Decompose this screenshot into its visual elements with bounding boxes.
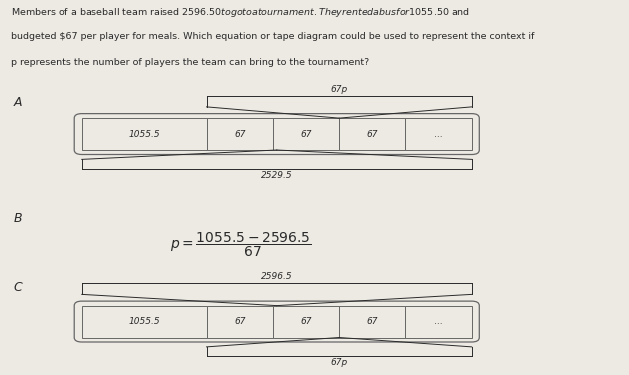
Text: 67: 67 [300,317,312,326]
Bar [206,118,273,150]
Text: 67: 67 [234,130,245,139]
Text: ...: ... [434,317,443,326]
Bar [339,118,406,150]
Text: B: B [14,212,23,225]
Text: 2596.5: 2596.5 [261,272,292,281]
Bar [406,118,472,150]
Bar [82,306,206,338]
Bar [406,306,472,338]
Bar [82,118,206,150]
Text: budgeted $67 per player for meals. Which equation or tape diagram could be used : budgeted $67 per player for meals. Which… [11,32,535,41]
Text: Members of a baseball team raised $2596.50 to go to a tournament. They rented a : Members of a baseball team raised $2596.… [11,6,470,19]
Text: ...: ... [434,130,443,139]
Text: A: A [14,96,23,109]
Text: 67: 67 [234,317,245,326]
Text: 2529.5: 2529.5 [261,171,292,180]
Text: 67p: 67p [330,358,348,367]
Bar [273,306,339,338]
Text: 67: 67 [300,130,312,139]
Bar [273,118,339,150]
Text: p represents the number of players the team can bring to the tournament?: p represents the number of players the t… [11,58,370,67]
Text: C: C [14,281,23,294]
Text: 1055.5: 1055.5 [128,130,160,139]
Text: 67: 67 [367,317,378,326]
Text: 1055.5: 1055.5 [128,317,160,326]
Text: 67: 67 [367,130,378,139]
Bar [206,306,273,338]
Text: 67p: 67p [330,85,348,94]
Bar [339,306,406,338]
Text: $p = \dfrac{1055.5 - 2596.5}{67}$: $p = \dfrac{1055.5 - 2596.5}{67}$ [170,231,311,259]
